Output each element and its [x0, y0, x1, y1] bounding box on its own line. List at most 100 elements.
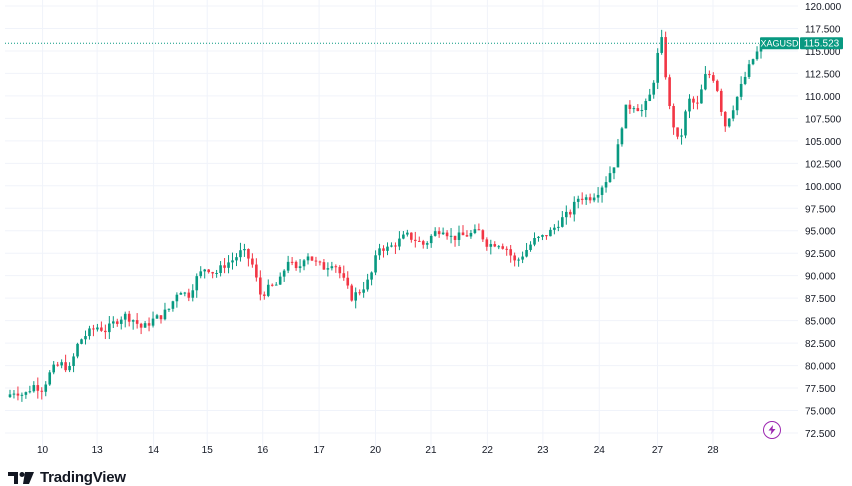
candle-body	[239, 250, 242, 258]
candle-body	[88, 328, 91, 337]
y-tick-label: 92.500	[805, 249, 836, 260]
candle-body	[155, 315, 159, 319]
candle-body	[636, 108, 640, 112]
candle-body	[203, 269, 206, 272]
candle-body	[457, 232, 461, 240]
candle-body	[441, 232, 445, 235]
candle-body	[179, 292, 183, 295]
candle-body	[334, 266, 338, 268]
candle-body	[80, 339, 83, 344]
candle-body	[580, 198, 584, 200]
candle-body	[501, 246, 505, 249]
candle-body	[131, 320, 135, 322]
x-tick-label: 17	[314, 445, 326, 456]
candle-body	[219, 265, 222, 274]
candle-body	[286, 261, 290, 271]
y-tick-label: 77.500	[805, 384, 836, 395]
candle-body	[394, 245, 397, 247]
candle-body	[306, 256, 310, 261]
candle-body	[402, 234, 405, 239]
candle-body	[310, 256, 314, 261]
candle-body	[263, 294, 266, 296]
candle-body	[406, 232, 409, 235]
candle-body	[509, 249, 512, 256]
x-tick-label: 10	[37, 445, 49, 456]
candle-body	[684, 111, 687, 136]
candle-body	[410, 232, 413, 240]
x-tick-label: 22	[482, 445, 494, 456]
candle-body	[533, 237, 536, 245]
candle-body	[628, 104, 632, 109]
y-tick-label: 100.000	[805, 182, 842, 193]
candle-body	[425, 243, 429, 245]
candle-body	[20, 394, 24, 396]
candle-body	[282, 270, 286, 277]
candle-body	[370, 272, 373, 280]
x-tick-label: 14	[148, 445, 160, 456]
candle-body	[266, 284, 270, 296]
candle-body	[624, 104, 628, 129]
candle-body	[167, 308, 171, 310]
candle-body	[251, 258, 254, 265]
y-tick-label: 120.000	[805, 2, 842, 13]
price-chart[interactable]: 72.500 75.000 77.500 80.000 82.500 85.000 87.5…	[0, 0, 852, 470]
candle-body	[119, 319, 123, 324]
candle-body	[171, 301, 175, 309]
candle-body	[350, 285, 354, 301]
candle-body	[640, 109, 644, 112]
candle-body	[545, 235, 548, 237]
candle-body	[600, 187, 604, 195]
candle-body	[322, 262, 326, 270]
candle-body	[342, 273, 346, 278]
y-tick-label: 75.000	[805, 407, 836, 418]
candle-body	[235, 257, 238, 261]
candle-body	[680, 135, 683, 137]
y-tick-label: 105.000	[805, 137, 842, 148]
candle-body	[632, 108, 636, 110]
candle-body	[108, 323, 111, 333]
candle-body	[12, 393, 16, 395]
candle-body	[338, 266, 342, 274]
x-tick-label: 24	[594, 445, 606, 456]
candle-body	[135, 320, 139, 324]
candle-body	[676, 127, 679, 137]
candle-body	[525, 249, 528, 257]
candle-body	[24, 392, 28, 395]
candle-body	[568, 211, 572, 215]
candle-body	[92, 328, 95, 330]
candle-body	[727, 118, 731, 127]
candle-body	[362, 289, 365, 293]
candle-body	[716, 80, 719, 91]
x-tick-label: 23	[537, 445, 549, 456]
candle-body	[668, 77, 671, 107]
candle-body	[429, 235, 433, 244]
candle-body	[100, 327, 103, 331]
candle-body	[664, 37, 667, 78]
candle-body	[16, 393, 20, 396]
lightning-button[interactable]	[763, 421, 781, 439]
tradingview-logo[interactable]: TradingView	[8, 469, 126, 486]
candle-body	[751, 59, 755, 65]
candle-body	[739, 83, 743, 97]
x-tick-label: 20	[370, 445, 382, 456]
candle-body	[719, 90, 723, 112]
candle-body	[576, 198, 580, 202]
candle-body	[354, 292, 357, 301]
candle-body	[648, 94, 652, 101]
symbol-tag[interactable]	[760, 37, 799, 50]
candle-body	[453, 235, 457, 240]
x-tick-label: 27	[652, 445, 664, 456]
candle-body	[298, 266, 302, 269]
candle-body	[417, 240, 421, 242]
candle-body	[588, 197, 592, 201]
candle-body	[696, 102, 699, 104]
candle-body	[151, 318, 155, 326]
candle-body	[549, 229, 552, 237]
candle-body	[537, 236, 540, 238]
price-label: 115.523	[804, 39, 840, 50]
candle-body	[712, 75, 715, 81]
x-tick-label: 13	[92, 445, 104, 456]
candle-body	[477, 229, 481, 231]
candle-body	[604, 182, 608, 188]
